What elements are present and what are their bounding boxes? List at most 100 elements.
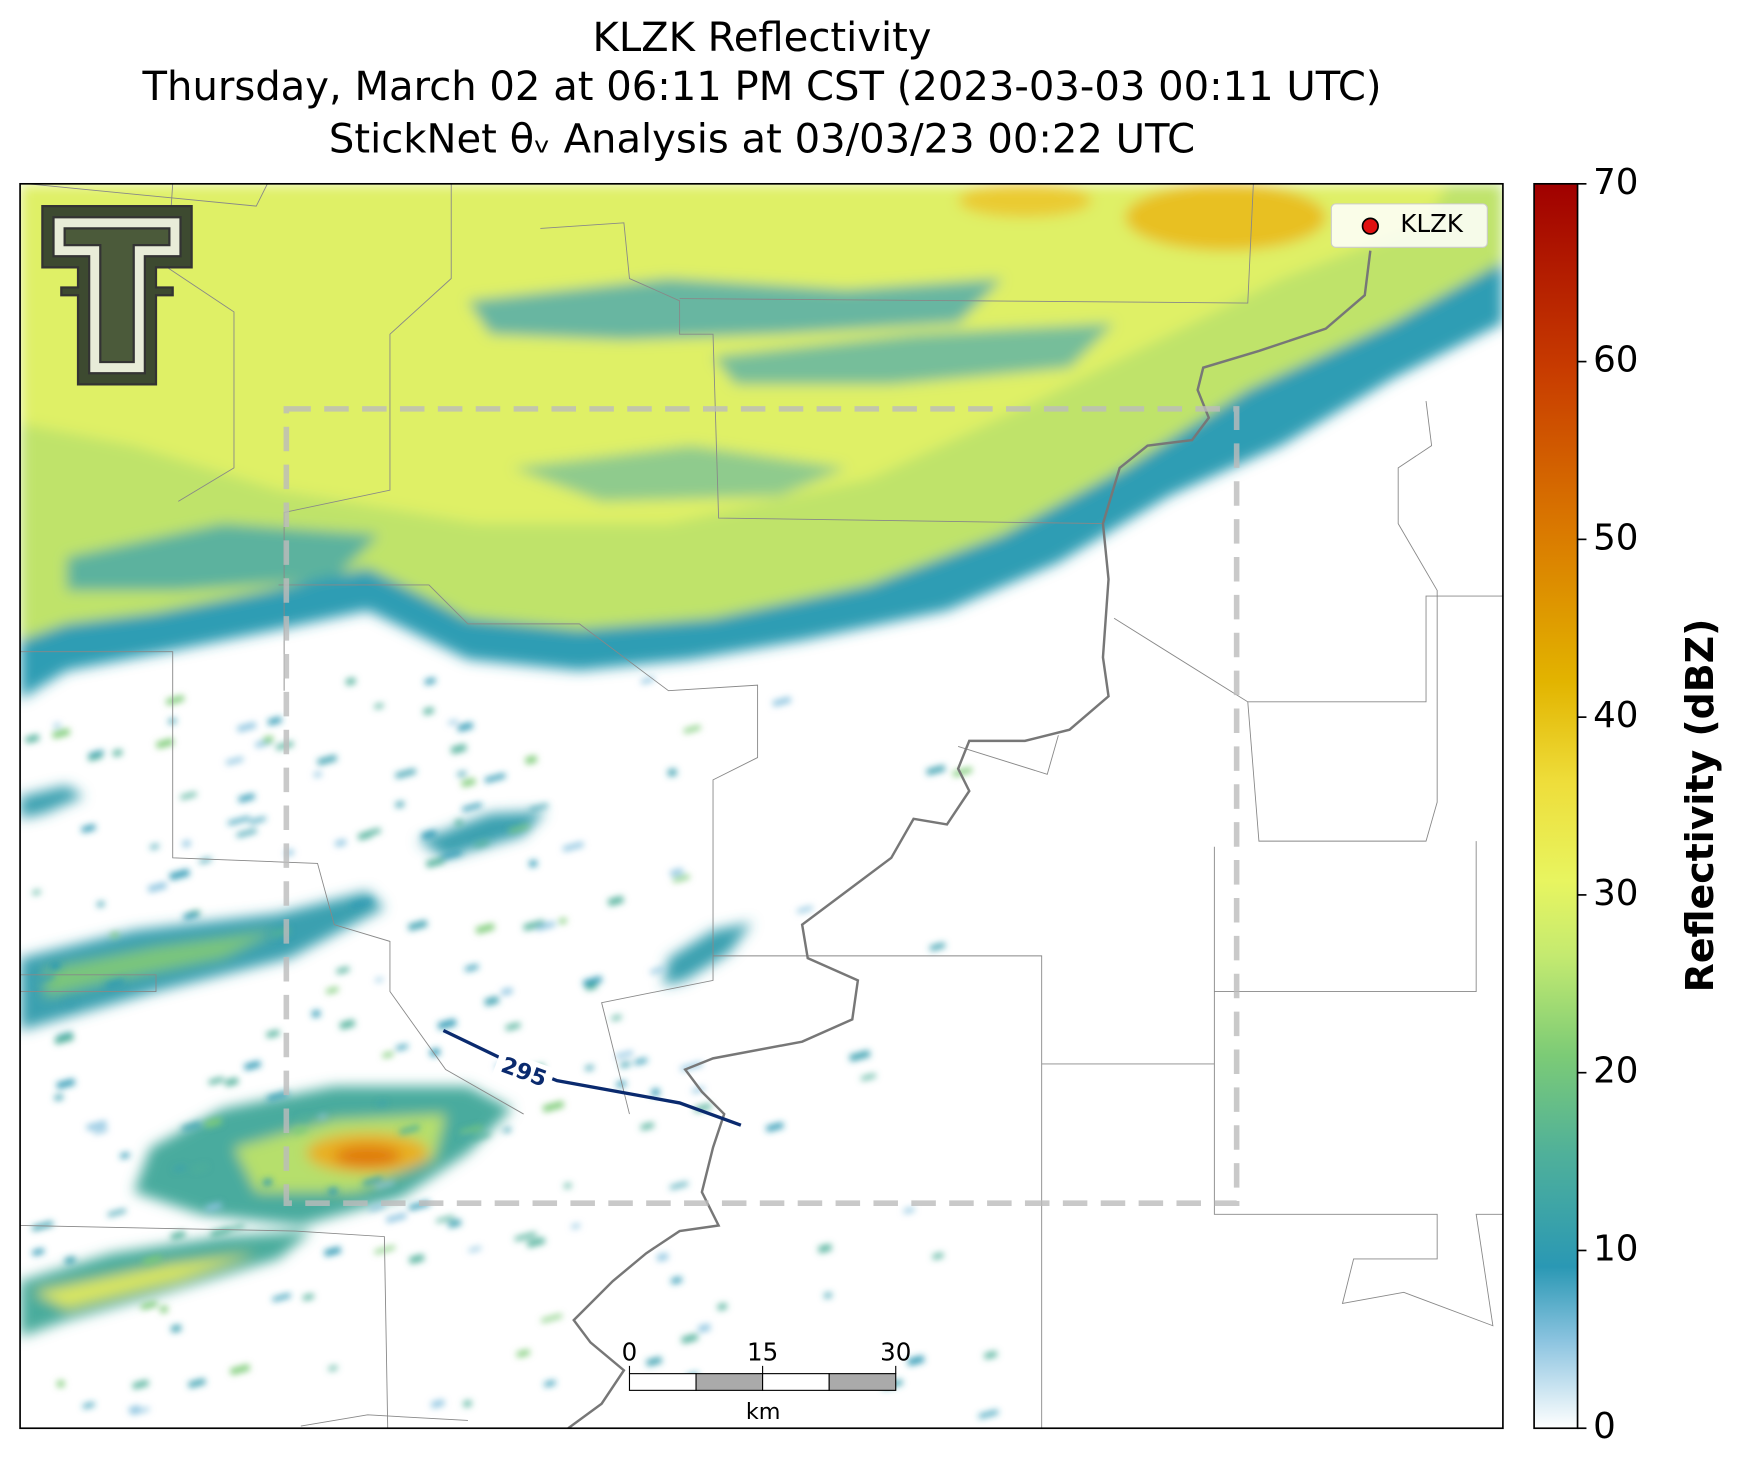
echo-speck xyxy=(437,1018,457,1030)
echo-speck xyxy=(407,919,428,931)
echo-speck xyxy=(334,838,347,847)
echo-speck xyxy=(385,1212,407,1224)
echo-speck xyxy=(669,1181,689,1190)
echo-speck xyxy=(524,755,538,765)
echo-speck xyxy=(366,827,381,836)
colorbar-label: Reflectivity (dBZ) xyxy=(1678,619,1722,993)
echo-speck xyxy=(49,961,62,971)
echo-speck xyxy=(236,828,257,838)
echo-speck xyxy=(229,1363,251,1375)
echo-speck xyxy=(670,1276,683,1285)
echo-speck xyxy=(399,1124,420,1135)
echo-speck xyxy=(374,702,384,710)
echo-speck xyxy=(462,1400,472,1408)
echo-speck xyxy=(448,719,458,726)
echo-speck xyxy=(51,728,71,739)
echo-speck xyxy=(339,1019,356,1030)
echo-speck xyxy=(571,1223,581,1230)
echo-speck xyxy=(669,867,684,877)
echo-speck xyxy=(634,1057,648,1066)
echo-speck xyxy=(188,1378,206,1389)
echo-speck xyxy=(54,1033,75,1045)
echo-speck xyxy=(105,978,125,989)
echo-speck xyxy=(535,920,556,931)
echo-speck xyxy=(173,1165,186,1172)
legend: KLZK xyxy=(1330,203,1488,248)
echo-speck xyxy=(267,716,282,726)
echo-speck xyxy=(193,1164,208,1172)
colorbar-tick-label: 30 xyxy=(1593,873,1638,914)
echo-speck xyxy=(374,1180,395,1190)
echo-speck xyxy=(672,874,690,883)
echo-speck xyxy=(436,1215,455,1224)
echo-speck xyxy=(225,756,244,766)
echo-speck xyxy=(697,1323,711,1333)
echo-speck xyxy=(336,966,350,975)
map: 295 KLZK km 0 15 30 xyxy=(20,183,1503,1429)
scale-segment xyxy=(762,1373,830,1391)
echo-speck xyxy=(558,917,567,925)
echo-speck xyxy=(345,677,356,686)
echo-speck xyxy=(112,748,123,757)
echo-speck xyxy=(31,1248,45,1256)
title-line: Thursday, March 02 at 06:11 PM CST (2023… xyxy=(142,64,1382,110)
echo-speck xyxy=(484,773,506,783)
echo-speck xyxy=(926,764,946,776)
colorbar: Reflectivity (dBZ) 0 10 20 30 40 50 60 70 xyxy=(1533,162,1722,1447)
echo-speck xyxy=(421,829,437,840)
echo-speck xyxy=(929,942,946,952)
echo-speck xyxy=(500,987,513,996)
echo-speck xyxy=(611,1014,622,1021)
title-line: KLZK Reflectivity xyxy=(593,15,932,61)
echo-speck xyxy=(182,839,191,848)
ttu-logo xyxy=(41,204,193,386)
echo-speck xyxy=(317,754,338,766)
echo-speck xyxy=(907,1355,925,1366)
echo-speck xyxy=(267,1090,289,1102)
echo-speck xyxy=(461,777,476,788)
echo-speck xyxy=(503,1127,512,1133)
echo-speck xyxy=(318,1113,327,1120)
echo-speck xyxy=(120,1152,130,1159)
echo-speck xyxy=(796,905,813,914)
echo-speck xyxy=(523,919,546,931)
echo-speck xyxy=(262,1178,273,1187)
echo-speck xyxy=(159,1305,169,1314)
echo-speck xyxy=(457,770,467,777)
echo-speck xyxy=(262,735,274,744)
echo-speck xyxy=(903,1207,915,1214)
contour-label-bg xyxy=(491,1049,556,1097)
scale-tick-label: 30 xyxy=(880,1338,911,1367)
echo-speck xyxy=(34,973,55,984)
echo-speck xyxy=(227,816,251,826)
echo-speck xyxy=(266,1029,280,1039)
echo-speck xyxy=(93,1127,108,1135)
echo-speck xyxy=(860,1073,877,1081)
echo-speck xyxy=(183,910,200,921)
echo-speck xyxy=(514,1231,537,1242)
echo-speck xyxy=(508,824,530,833)
echo-speck xyxy=(208,1076,224,1086)
echo-speck xyxy=(110,931,119,939)
echo-speck xyxy=(107,1208,127,1217)
echo-speck xyxy=(54,1093,64,1101)
echo-speck xyxy=(464,964,479,972)
echo-speck xyxy=(441,849,462,860)
echo-speck xyxy=(56,1078,76,1089)
scale-unit: km xyxy=(746,1399,781,1425)
echo-speck xyxy=(691,1086,705,1094)
echo-speck xyxy=(375,977,383,983)
echo-speck xyxy=(616,1080,627,1088)
echo-speck xyxy=(150,843,160,850)
echo-speck xyxy=(541,1313,563,1323)
echo-speck xyxy=(328,1365,338,1372)
colorbar-tick-label: 50 xyxy=(1593,517,1638,558)
echo-speck xyxy=(683,725,701,734)
echo-speck xyxy=(351,898,373,909)
echo-speck xyxy=(620,1061,631,1069)
echo-speck xyxy=(717,1302,728,1311)
echo-speck xyxy=(362,1176,383,1187)
title-line: StickNet θᵥ Analysis at 03/03/23 00:22 U… xyxy=(329,116,1195,162)
echo-speck xyxy=(978,1409,999,1419)
echo-speck xyxy=(132,1379,150,1390)
